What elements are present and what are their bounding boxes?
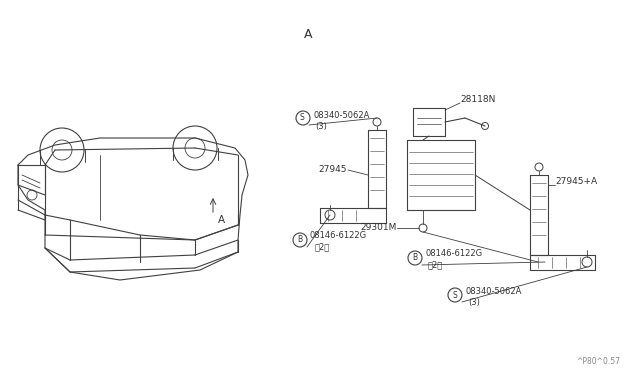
Text: S: S <box>300 113 305 122</box>
Text: 08340-5062A: 08340-5062A <box>465 286 522 295</box>
Text: S: S <box>452 291 458 299</box>
Text: (3): (3) <box>468 298 480 307</box>
Text: A: A <box>218 215 225 225</box>
Text: （2）: （2） <box>315 243 330 251</box>
Text: B: B <box>298 235 303 244</box>
Text: 27945+A: 27945+A <box>555 177 597 186</box>
Text: 08340-5062A: 08340-5062A <box>313 110 369 119</box>
Text: 29301M: 29301M <box>360 224 397 232</box>
Text: ^P80^0.57: ^P80^0.57 <box>576 357 620 366</box>
Text: B: B <box>412 253 417 263</box>
Text: 08146-6122G: 08146-6122G <box>310 231 367 241</box>
Text: 28118N: 28118N <box>460 96 495 105</box>
Text: 08146-6122G: 08146-6122G <box>425 250 482 259</box>
Text: (3): (3) <box>315 122 327 131</box>
Text: 27945: 27945 <box>319 166 347 174</box>
Text: （2）: （2） <box>428 260 444 269</box>
Text: A: A <box>304 29 312 42</box>
